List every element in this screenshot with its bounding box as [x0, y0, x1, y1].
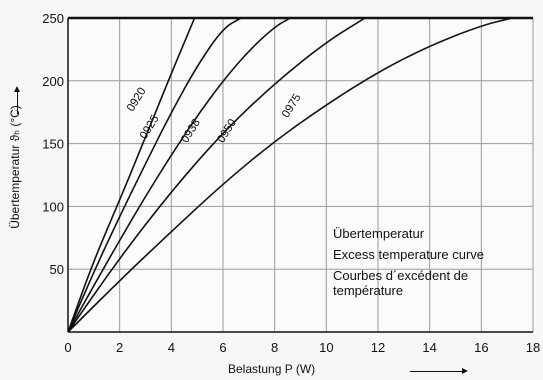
x-axis-arrow [410, 368, 468, 374]
y-tick-label: 50 [50, 262, 64, 277]
x-tick-label: 10 [319, 340, 333, 355]
series-line-0950 [67, 17, 366, 333]
legend-line-1: Übertemperatur [333, 226, 425, 241]
series-line-0938 [67, 17, 291, 333]
y-axis-arrow [14, 86, 20, 114]
y-tick-label: 100 [42, 199, 64, 214]
x-tick-label: 12 [371, 340, 385, 355]
plot-area [68, 18, 533, 332]
legend-line-2: Excess temperature curve [333, 247, 485, 262]
x-tick-label: 16 [474, 340, 488, 355]
x-tick-label: 0 [64, 340, 71, 355]
series-line-0920 [67, 17, 196, 333]
x-tick-label: 8 [271, 340, 278, 355]
legend-line-3: Courbes d´excédent de température [333, 268, 469, 298]
series-line-0975 [67, 17, 513, 333]
x-tick-label: 14 [422, 340, 436, 355]
chart-legend: Übertemperatur Excess temperature curve … [333, 226, 533, 304]
x-tick-label: 6 [219, 340, 226, 355]
y-tick-label: 150 [42, 137, 64, 152]
y-axis-label: Übertemperatur ϑₕ (°C) [8, 105, 22, 229]
x-axis-label: Belastung P (W) [228, 362, 316, 376]
series-line-0925 [67, 17, 242, 333]
x-tick-label: 2 [116, 340, 123, 355]
y-tick-label: 200 [42, 74, 64, 89]
x-tick-label: 18 [526, 340, 540, 355]
y-tick-label: 250 [42, 11, 64, 26]
x-tick-label: 4 [168, 340, 175, 355]
